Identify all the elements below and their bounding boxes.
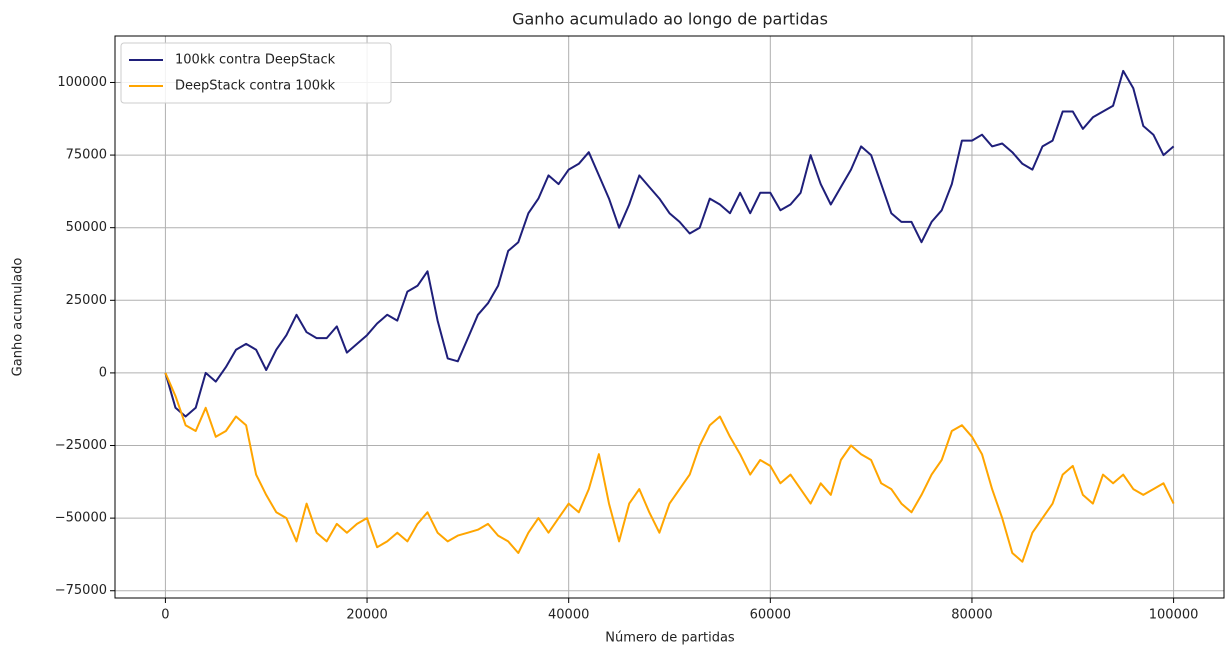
x-tick-label: 80000 [951,608,992,623]
line-series [164,69,1175,418]
y-tick-label: 0 [99,365,107,380]
x-tick-label: 40000 [548,608,589,623]
x-tick-label: 0 [161,608,169,623]
y-tick-label: 100000 [57,75,107,90]
legend-box [120,42,392,104]
chart-title: Ganho acumulado ao longo de partidas [512,10,828,29]
y-tick-label: 25000 [66,293,107,308]
y-tick-label: 50000 [66,220,107,235]
y-tick-label: 75000 [66,148,107,163]
y-tick-label: −25000 [55,438,107,453]
legend-label: 100kk contra DeepStack [175,53,336,68]
x-tick-label: 60000 [750,608,791,623]
y-tick-label: −75000 [55,583,107,598]
legend-label: DeepStack contra 100kk [175,79,336,94]
x-tick-label: 100000 [1149,608,1199,623]
x-tick-label: 20000 [346,608,387,623]
x-axis-label: Número de partidas [605,631,735,646]
line-series [164,372,1175,563]
plot-frame [114,35,1225,599]
y-axis-label: Ganho acumulado [11,258,26,377]
y-tick-label: −50000 [55,511,107,526]
